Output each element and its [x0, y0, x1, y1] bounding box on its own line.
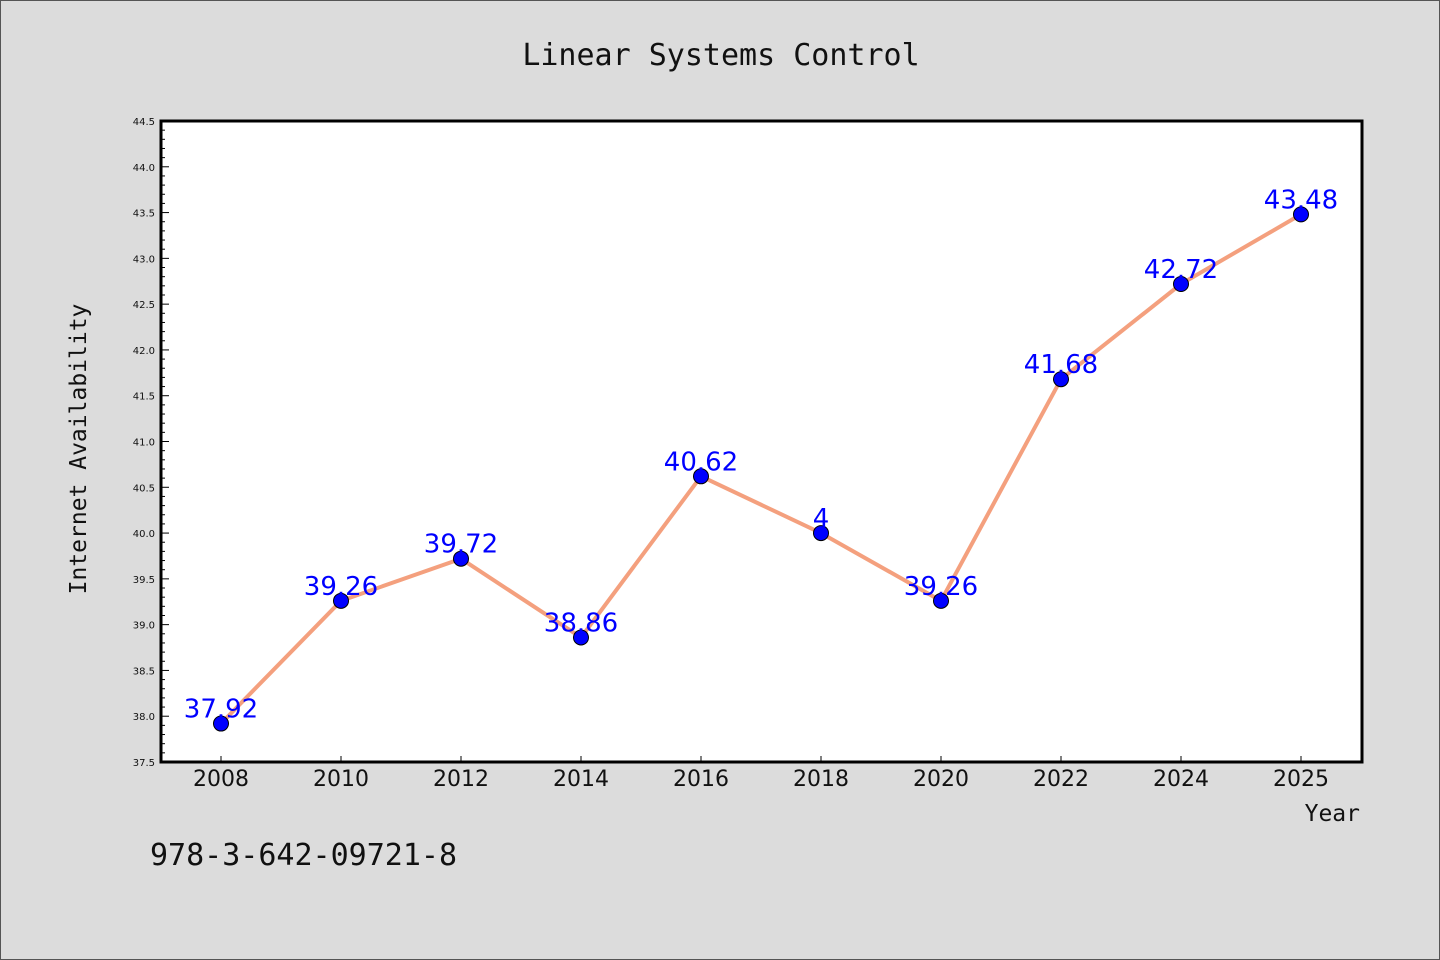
y-tick-label: 44.0	[133, 163, 155, 174]
y-tick-label: 40.0	[133, 529, 155, 540]
data-labels: 37.92 39.26 39.72 38.86 40.62 4 39.26 41.68 42.7…	[184, 185, 1338, 724]
y-tick-label: 42.0	[133, 346, 155, 357]
y-tick-label: 38.5	[133, 666, 155, 677]
x-tick-label: 2024	[1153, 767, 1209, 792]
y-tick-label: 41.0	[133, 438, 155, 449]
y-tick-label: 42.5	[133, 300, 155, 311]
y-axis: 37.5 38.0 38.5 39.0 39.5 40.0 40.5 41.0 41.5 42.0…	[133, 117, 169, 769]
x-tick-label: 2012	[433, 767, 489, 792]
x-tick-label: 2018	[793, 767, 849, 792]
footer-text: 978-3-642-09721-8	[150, 838, 457, 873]
y-tick-label: 37.5	[133, 758, 155, 769]
data-label: 41.68	[1024, 350, 1098, 380]
data-label: 4	[813, 504, 830, 534]
data-label: 42.72	[1144, 255, 1218, 285]
data-point	[693, 468, 709, 485]
x-tick-label: 2014	[553, 767, 609, 792]
x-tick-label: 2025	[1273, 767, 1329, 792]
y-axis-title: Internet Availability	[66, 304, 92, 595]
data-label: 39.26	[304, 572, 378, 602]
data-point	[1053, 371, 1069, 388]
x-tick-label: 2022	[1033, 767, 1089, 792]
data-label: 43.48	[1264, 185, 1338, 215]
data-point	[1173, 275, 1189, 292]
data-point	[1293, 206, 1309, 223]
x-axis: 2008 2010 2012 2014 2016 2018 2020 2022 2024 2025	[193, 756, 1329, 792]
data-label: 39.26	[904, 572, 978, 602]
y-tick-label: 43.5	[133, 209, 155, 220]
x-axis-title: Year	[1305, 801, 1360, 827]
series-line	[219, 212, 1303, 726]
data-point	[813, 525, 829, 542]
y-tick-label: 39.0	[133, 621, 155, 632]
data-label: 39.72	[424, 530, 498, 560]
data-point	[453, 550, 469, 567]
x-tick-label: 2020	[913, 767, 969, 792]
x-tick-label: 2016	[673, 767, 729, 792]
data-point	[213, 715, 229, 732]
data-point	[573, 629, 589, 646]
y-tick-label: 39.5	[133, 575, 155, 586]
data-point	[933, 592, 949, 609]
y-tick-label: 41.5	[133, 392, 155, 403]
chart-title: Linear Systems Control	[522, 38, 919, 73]
y-tick-label: 43.0	[133, 254, 155, 265]
data-label: 40.62	[664, 447, 738, 477]
data-label: 37.92	[184, 695, 258, 725]
x-tick-label: 2008	[193, 767, 249, 792]
y-tick-label: 38.0	[133, 712, 155, 723]
data-point	[333, 592, 349, 609]
x-tick-label: 2010	[313, 767, 369, 792]
series	[213, 206, 1309, 732]
y-tick-label: 44.5	[133, 117, 155, 128]
y-tick-label: 40.5	[133, 483, 155, 494]
data-label: 38.86	[544, 608, 618, 638]
plot-area	[159, 119, 1364, 764]
